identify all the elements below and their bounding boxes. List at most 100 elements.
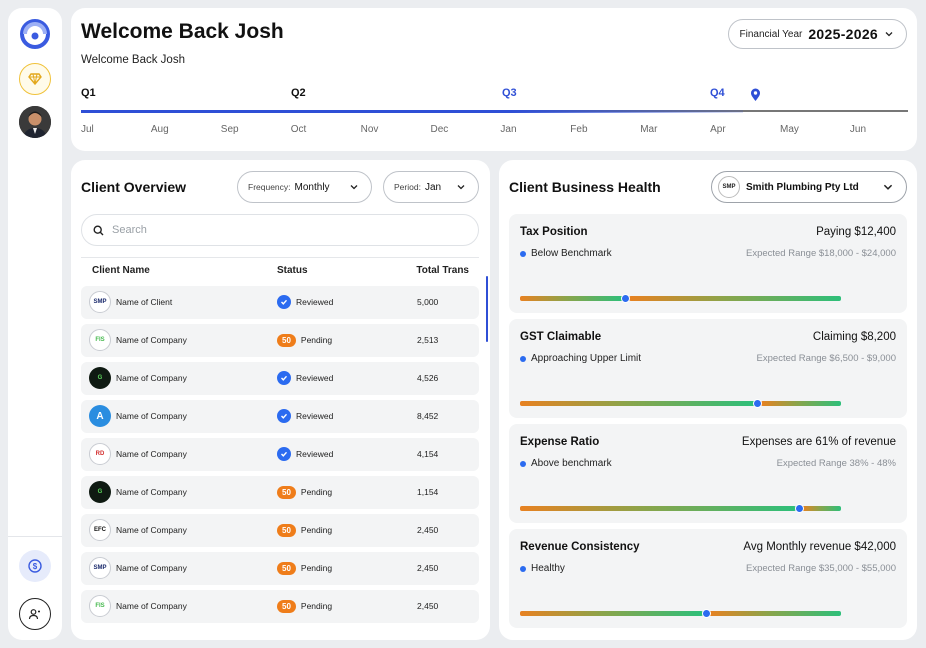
metric-range: Expected Range 38% - 48% — [776, 458, 896, 469]
table-row[interactable]: FIS Name of Company 50 Pending 2,513 — [81, 324, 479, 357]
month-label[interactable]: Nov — [360, 124, 379, 135]
status-text: Reviewed — [296, 411, 334, 421]
metric-status-text: Below Benchmark — [531, 248, 612, 259]
period-label: Period: — [394, 182, 421, 192]
financial-year-select[interactable]: Financial Year 2025-2026 — [727, 19, 907, 49]
frequency-select[interactable]: Frequency: Monthly — [237, 171, 372, 203]
metric-value: Paying $12,400 — [816, 226, 896, 238]
quarter-q1[interactable]: Q1 — [81, 87, 96, 99]
metric-title: Expense Ratio — [520, 436, 600, 448]
check-icon — [277, 447, 291, 461]
metric-status: Approaching Upper Limit — [520, 353, 641, 364]
bar-marker — [701, 609, 711, 618]
metric-status-text: Approaching Upper Limit — [531, 353, 642, 364]
total-trans: 4,526 — [417, 373, 439, 383]
check-icon — [277, 409, 291, 423]
svg-text:$: $ — [33, 562, 38, 571]
metric-title: GST Claimable — [520, 331, 602, 343]
status-text: Reviewed — [296, 373, 334, 383]
client-name: Name of Company — [116, 487, 187, 497]
health-metric-card[interactable]: GST Claimable Claiming $8,200 Approaching … — [509, 319, 907, 418]
search-box[interactable] — [81, 214, 479, 246]
column-client-name[interactable]: Client Name — [92, 265, 150, 276]
quarter-q3[interactable]: Q3 — [502, 87, 517, 99]
timeline-progress — [81, 110, 743, 113]
status-dot-icon — [520, 250, 526, 257]
table-row[interactable]: G Name of Company Reviewed 4,526 — [81, 362, 479, 395]
month-label[interactable]: Feb — [570, 124, 588, 135]
status-badge: Reviewed — [277, 446, 333, 462]
pending-count-badge: 50 — [277, 485, 296, 499]
diamond-icon[interactable] — [19, 63, 51, 95]
quarter-q4[interactable]: Q4 — [710, 87, 725, 99]
benchmark-bar — [520, 609, 841, 618]
month-label[interactable]: Sep — [220, 124, 239, 135]
app-logo-icon[interactable] — [19, 18, 51, 50]
month-label[interactable]: May — [780, 124, 799, 135]
health-metric-card[interactable]: Revenue Consistency Avg Monthly revenue $… — [509, 529, 907, 628]
table-row[interactable]: EFC Name of Company 50 Pending 2,450 — [81, 514, 479, 547]
search-icon — [93, 224, 104, 235]
chevron-down-icon — [885, 32, 893, 37]
column-total-trans[interactable]: Total Trans — [416, 265, 469, 276]
health-metric-card[interactable]: Tax Position Paying $12,400 Below Benchmar… — [509, 214, 907, 313]
month-label[interactable]: Jun — [849, 124, 867, 135]
page-subtitle: Welcome Back Josh — [81, 54, 185, 66]
metric-status-text: Above benchmark — [531, 458, 612, 469]
metric-range: Expected Range $35,000 - $55,000 — [745, 563, 896, 574]
month-label[interactable]: Dec — [430, 124, 449, 135]
search-input[interactable] — [112, 224, 452, 236]
metric-value: Claiming $8,200 — [812, 331, 896, 343]
status-text: Reviewed — [296, 297, 334, 307]
bar-segment-right — [802, 506, 841, 511]
metric-status-text: Healthy — [531, 563, 565, 574]
status-text: Pending — [300, 525, 333, 535]
month-label[interactable]: Aug — [150, 124, 169, 135]
quarter-q2[interactable]: Q2 — [291, 87, 306, 99]
check-icon — [277, 295, 291, 309]
table-row[interactable]: FIS Name of Company 50 Pending 2,450 — [81, 590, 479, 623]
client-logo: EFC — [89, 519, 111, 541]
period-select[interactable]: Period: Jan — [383, 171, 479, 203]
table-header: Client Name Status Total Trans — [81, 257, 479, 280]
total-trans: 8,452 — [417, 411, 439, 421]
bar-marker — [753, 399, 763, 408]
metric-value: Avg Monthly revenue $42,000 — [743, 541, 896, 553]
status-badge: 50 Pending — [277, 522, 332, 538]
client-logo: SMP — [89, 291, 111, 313]
month-label[interactable]: Jul — [81, 124, 94, 135]
table-row[interactable]: SMP Name of Company 50 Pending 2,450 — [81, 552, 479, 585]
table-row[interactable]: G Name of Company 50 Pending 1,154 — [81, 476, 479, 509]
table-row[interactable]: SMP Name of Client Reviewed 5,000 — [81, 286, 479, 319]
status-badge: Reviewed — [277, 408, 333, 424]
month-label[interactable]: Mar — [640, 124, 658, 135]
client-logo: FIS — [89, 595, 111, 617]
month-label[interactable]: Apr — [710, 124, 726, 135]
pending-count-badge: 50 — [277, 523, 296, 537]
client-logo: RD — [89, 443, 111, 465]
client-name: Name of Company — [116, 601, 187, 611]
chevron-down-icon — [883, 184, 893, 190]
status-badge: 50 Pending — [277, 484, 332, 500]
table-scrollbar[interactable] — [486, 276, 488, 342]
bar-segment-right — [628, 296, 841, 301]
column-status[interactable]: Status — [277, 265, 308, 276]
avatar[interactable] — [19, 106, 51, 138]
health-metric-card[interactable]: Expense Ratio Expenses are 61% of revenue… — [509, 424, 907, 523]
rail-divider — [8, 536, 62, 537]
chevron-down-icon — [457, 185, 465, 190]
client-logo: A — [89, 405, 111, 427]
financial-year-value: 2025-2026 — [808, 26, 878, 42]
total-trans: 2,450 — [417, 525, 439, 535]
dollar-refresh-icon[interactable]: $ — [19, 550, 51, 582]
client-logo: FIS — [89, 329, 111, 351]
company-select[interactable]: SMP Smith Plumbing Pty Ltd — [711, 171, 907, 203]
table-row[interactable]: RD Name of Company Reviewed 4,154 — [81, 438, 479, 471]
welcome-card: Welcome Back Josh Welcome Back Josh Fina… — [71, 8, 917, 151]
month-label[interactable]: Oct — [290, 124, 307, 135]
bar-segment-left — [520, 506, 797, 511]
users-icon[interactable] — [19, 598, 51, 630]
client-name: Name of Company — [116, 411, 187, 421]
month-label[interactable]: Jan — [500, 124, 517, 135]
table-row[interactable]: A Name of Company Reviewed 8,452 — [81, 400, 479, 433]
